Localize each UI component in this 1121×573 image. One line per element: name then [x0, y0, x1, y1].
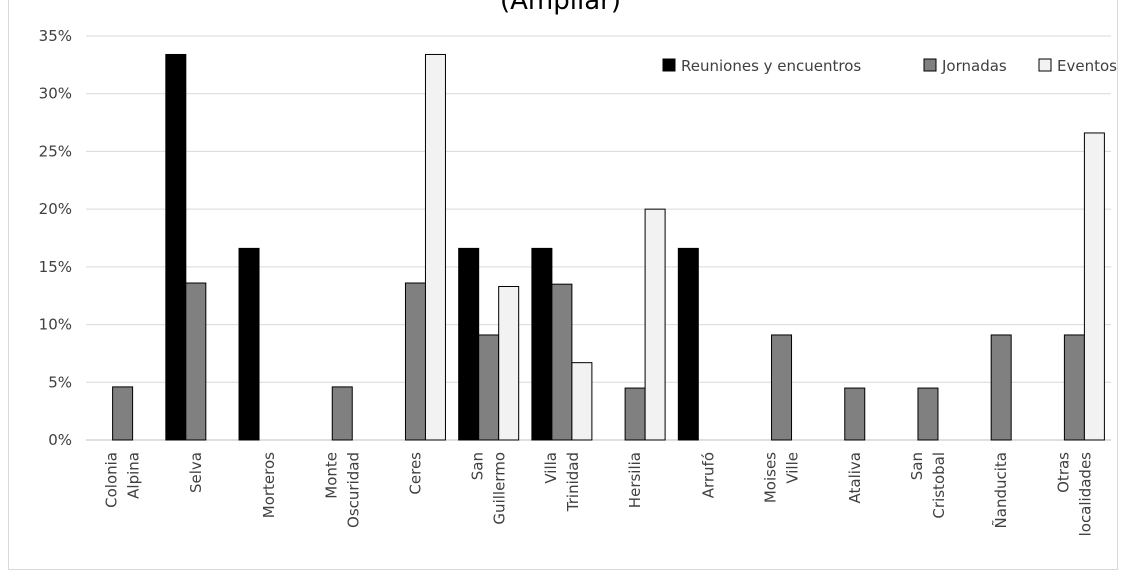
bar-jornadas: [478, 334, 500, 441]
x-tick-label: Ville: [784, 452, 802, 484]
x-tick-label: localidades: [1076, 452, 1094, 537]
bar-jornadas: [1063, 334, 1085, 441]
y-tick-label: 30%: [39, 85, 72, 103]
bar-jornadas: [624, 387, 646, 441]
legend-label: Jornadas: [941, 57, 1007, 75]
y-tick-label: 25%: [39, 142, 72, 160]
legend-swatch: [923, 58, 937, 72]
bar-eventos: [1083, 132, 1105, 441]
bar-jornadas: [551, 283, 573, 441]
x-tick-label: Monte: [322, 452, 340, 499]
x-tick-label: Ñanducita: [991, 452, 1010, 528]
x-tick-label: Colonia: [103, 452, 121, 508]
x-tick-label: Villa: [542, 452, 560, 484]
bar-reuniones-y-encuentros: [238, 247, 260, 441]
x-tick-label: Hersilia: [626, 452, 644, 508]
y-tick-label: 20%: [39, 200, 72, 218]
chart-title: (Ampliar): [500, 0, 621, 16]
y-tick-label: 35%: [39, 27, 72, 45]
x-tick-label: Ceres: [406, 452, 424, 495]
legend-swatch: [1038, 58, 1052, 72]
x-tick-label: Selva: [187, 452, 205, 493]
bar-eventos: [644, 208, 666, 441]
x-tick-label: Trinidad: [564, 452, 582, 512]
bar-reuniones-y-encuentros: [458, 247, 480, 441]
bar-jornadas: [990, 334, 1012, 441]
bar-jornadas: [185, 282, 207, 441]
y-tick-label: 0%: [48, 431, 72, 449]
x-tick-label: Morteros: [260, 452, 278, 518]
x-tick-label: Arrufó: [699, 452, 717, 498]
bar-reuniones-y-encuentros: [531, 247, 553, 441]
bar-jornadas: [844, 387, 866, 441]
bar-jornadas: [112, 386, 134, 441]
x-tick-label: Otras: [1054, 452, 1072, 493]
x-tick-label: San: [469, 452, 487, 480]
y-tick-label: 5%: [48, 373, 72, 391]
legend-label: Reuniones y encuentros: [681, 57, 861, 75]
legend-swatch: [662, 58, 676, 72]
bar-eventos: [498, 285, 520, 441]
bar-jornadas: [917, 387, 939, 441]
bar-eventos: [571, 362, 593, 441]
x-axis: Colonia Alpina Selva Morteros Monte Oscuridad…: [103, 452, 1095, 537]
x-tick-label: Guillermo: [491, 452, 509, 525]
x-tick-label: San: [908, 452, 926, 480]
bar-jornadas: [404, 282, 426, 441]
y-axis: 0% 5% 10% 15% 20% 25% 30% 35%: [39, 27, 72, 449]
bar-jornadas: [331, 386, 353, 441]
bar-jornadas: [771, 334, 793, 441]
chart-frame: [8, 0, 1118, 570]
x-tick-label: Moises: [762, 452, 780, 503]
x-tick-label: Cristobal: [930, 452, 948, 519]
bar-reuniones-y-encuentros: [165, 53, 187, 441]
x-tick-label: Ataliva: [846, 452, 864, 503]
gridlines: [86, 35, 1111, 441]
y-tick-label: 15%: [39, 258, 72, 276]
bars: [112, 53, 1105, 441]
legend-label: Eventos: [1057, 57, 1117, 75]
x-tick-label: Oscuridad: [344, 452, 362, 528]
legend: Reuniones y encuentros Jornadas Eventos: [662, 57, 1117, 75]
y-tick-label: 10%: [39, 316, 72, 334]
bar-eventos: [424, 53, 446, 441]
x-tick-label: Alpina: [125, 452, 143, 499]
bar-reuniones-y-encuentros: [677, 247, 699, 441]
